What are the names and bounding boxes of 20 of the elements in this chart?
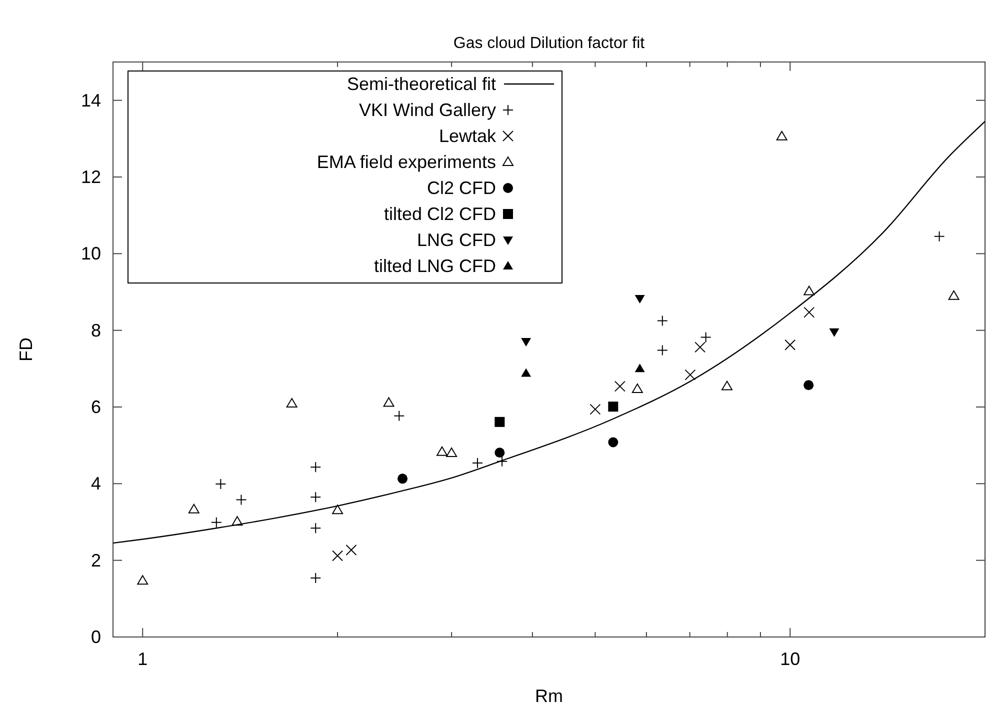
legend-label: Lewtak — [438, 126, 497, 146]
x-tick-label: 1 — [138, 649, 148, 669]
y-axis-title: FD — [16, 338, 36, 362]
y-tick-label: 8 — [90, 320, 101, 340]
y-tick-label: 12 — [80, 167, 101, 187]
y-tick-label: 6 — [90, 397, 101, 417]
legend-label: VKI Wind Gallery — [358, 100, 496, 120]
y-tick-label: 4 — [90, 474, 101, 494]
y-tick-label: 0 — [90, 627, 101, 647]
legend-label: EMA field experiments — [316, 152, 496, 172]
y-tick-label: 10 — [80, 244, 101, 264]
legend-label: tilted Cl2 CFD — [384, 204, 496, 224]
y-tick-label: 2 — [90, 550, 101, 570]
y-tick-label: 14 — [80, 90, 101, 110]
legend-label: LNG CFD — [416, 230, 496, 250]
chart-title: Gas cloud Dilution factor fit — [453, 35, 646, 52]
legend-label: tilted LNG CFD — [374, 256, 496, 276]
x-axis-title: Rm — [535, 686, 563, 706]
legend-label: Cl2 CFD — [426, 178, 496, 198]
legend-label: Semi-theoretical fit — [346, 74, 496, 94]
